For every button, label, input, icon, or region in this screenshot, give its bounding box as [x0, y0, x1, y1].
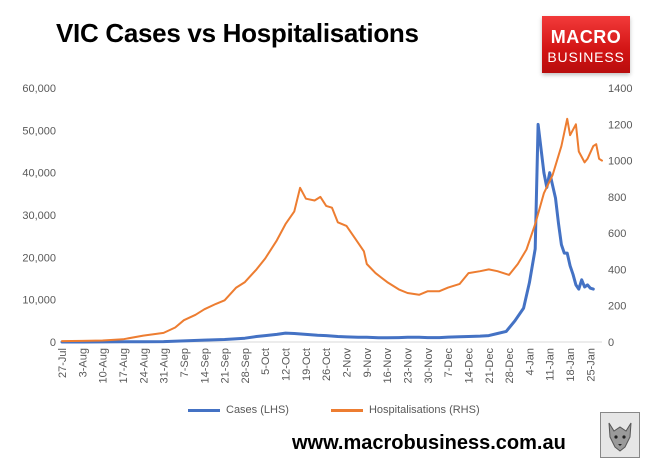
- x-tick-label: 14-Dec: [463, 348, 475, 384]
- x-tick-label: 14-Sep: [199, 348, 211, 383]
- x-tick-label: 7-Sep: [179, 348, 191, 377]
- legend-item-hospitalisations: Hospitalisations (RHS): [330, 404, 480, 416]
- x-tick-label: 5-Oct: [260, 348, 272, 375]
- x-tick-label: 17-Aug: [118, 348, 130, 383]
- website-url: www.macrobusiness.com.au: [292, 432, 566, 454]
- x-tick-label: 16-Nov: [382, 348, 394, 384]
- logo-line-1: MACRO: [550, 27, 622, 47]
- series-line-hospitalisations: [61, 117, 603, 343]
- x-tick-label: 23-Nov: [402, 348, 414, 384]
- y-left-tick-label: 30,000: [22, 210, 56, 222]
- x-tick-label: 26-Oct: [321, 348, 333, 381]
- legend-swatch-hospitalisations: [330, 408, 363, 412]
- y-right-tick-label: 1000: [608, 156, 632, 168]
- x-tick-label: 12-Oct: [281, 348, 293, 381]
- x-tick-label: 7-Dec: [443, 348, 455, 378]
- x-tick-label: 19-Oct: [301, 348, 313, 381]
- legend-label-cases: Cases (LHS): [226, 404, 289, 416]
- x-tick-label: 2-Nov: [342, 348, 354, 378]
- x-tick-label: 4-Jan: [524, 348, 536, 376]
- x-tick-label: 28-Sep: [240, 348, 252, 383]
- x-tick-label: 9-Nov: [362, 348, 374, 378]
- macrobusiness-logo: MACRO BUSINESS: [542, 16, 630, 73]
- x-tick-label: 11-Jan: [545, 348, 557, 381]
- x-tick-label: 31-Aug: [159, 348, 171, 383]
- chart-title: VIC Cases vs Hospitalisations: [56, 18, 419, 48]
- y-right-tick-label: 200: [608, 301, 626, 313]
- legend-swatch-cases: [188, 408, 220, 412]
- x-tick-label: 27-Jul: [57, 348, 69, 378]
- x-tick-label: 21-Sep: [220, 348, 232, 383]
- y-right-tick-label: 1400: [608, 83, 632, 95]
- x-tick-label: 10-Aug: [98, 348, 110, 383]
- y-left-tick-label: 60,000: [22, 83, 56, 95]
- y-left-tick-label: 10,000: [22, 295, 56, 307]
- y-right-tick-label: 1200: [608, 119, 632, 131]
- y-right-tick-label: 0: [608, 337, 614, 349]
- x-tick-label: 25-Jan: [585, 348, 597, 382]
- x-tick-label: 30-Nov: [423, 348, 435, 384]
- logo-line-2: BUSINESS: [547, 49, 625, 65]
- chart-legend: Cases (LHS) Hospitalisations (RHS): [188, 404, 522, 416]
- x-tick-label: 18-Jan: [565, 348, 577, 382]
- y-right-tick-label: 600: [608, 228, 626, 240]
- y-left-tick-label: 50,000: [22, 125, 56, 137]
- y-right-tick-label: 800: [608, 192, 626, 204]
- y-left-tick-label: 0: [50, 337, 56, 349]
- x-tick-label: 21-Dec: [484, 348, 496, 384]
- chart-canvas: 0 10,000 20,000 30,000 40,000 50,000 60,000 0 20…: [22, 83, 632, 384]
- legend-label-hospitalisations: Hospitalisations (RHS): [368, 404, 480, 416]
- legend-item-cases: Cases (LHS): [188, 404, 289, 416]
- y-left-tick-label: 40,000: [22, 168, 56, 180]
- wolf-logo-icon: [600, 412, 640, 458]
- y-left-tick-label: 20,000: [22, 252, 56, 264]
- x-tick-label: 24-Aug: [138, 348, 150, 383]
- x-tick-label: 3-Aug: [77, 348, 89, 377]
- y-right-tick-label: 400: [608, 264, 626, 276]
- x-tick-label: 28-Dec: [504, 348, 516, 384]
- series-line-cases: [60, 122, 595, 344]
